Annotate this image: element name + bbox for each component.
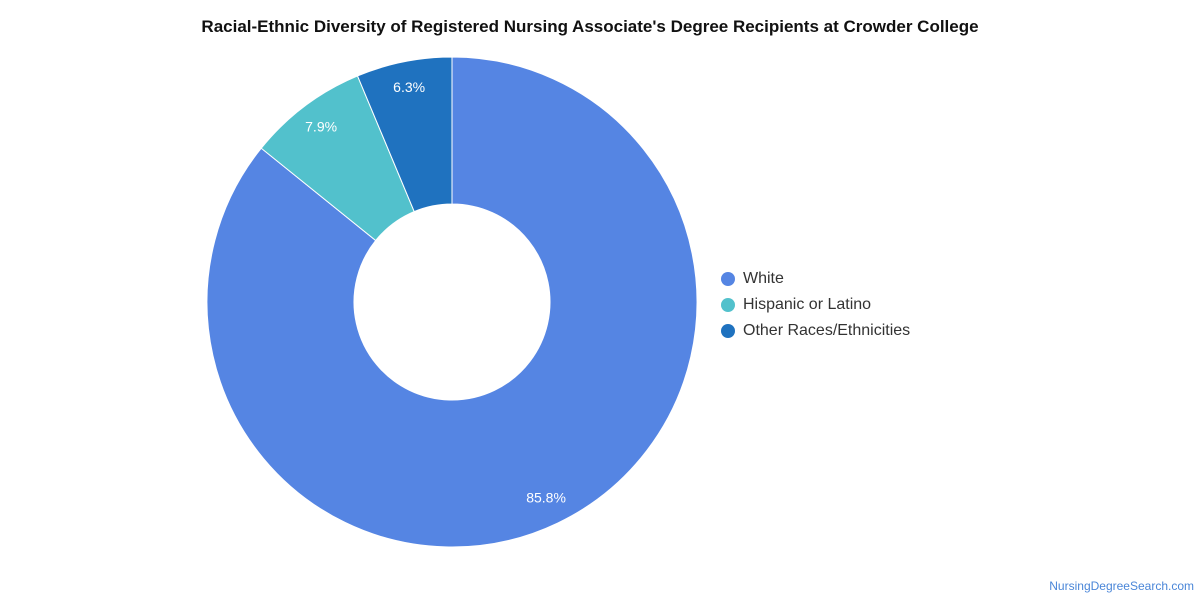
legend-swatch-other-races <box>721 324 735 338</box>
slice-label-hispanic-or-latino: 7.9% <box>305 118 337 134</box>
slice-other-races-ethnicities[interactable] <box>356 56 453 213</box>
chart-title: Racial-Ethnic Diversity of Registered Nu… <box>201 17 979 36</box>
legend-swatch-white <box>721 272 735 286</box>
legend-item-other-races[interactable]: Other Races/Ethnicities <box>721 318 910 344</box>
legend-item-hispanic-or-latino[interactable]: Hispanic or Latino <box>721 292 910 318</box>
slice-label-white: 85.8% <box>526 489 566 505</box>
slices-group <box>206 56 698 548</box>
legend-label-other-races: Other Races/Ethnicities <box>743 322 911 339</box>
source-credit[interactable]: NursingDegreeSearch.com <box>1049 579 1194 593</box>
legend: White Hispanic or Latino Other Races/Eth… <box>721 266 910 344</box>
slice-label-other-races-ethnicities: 6.3% <box>393 79 425 95</box>
legend-swatch-hispanic-or-latino <box>721 298 735 312</box>
legend-label-hispanic-or-latino: Hispanic or Latino <box>743 296 872 313</box>
slice-white[interactable] <box>206 56 698 548</box>
legend-label-white: White <box>743 270 784 287</box>
legend-item-white[interactable]: White <box>721 266 910 292</box>
slice-labels-group: 85.8% 7.9% 6.3% <box>305 79 566 505</box>
